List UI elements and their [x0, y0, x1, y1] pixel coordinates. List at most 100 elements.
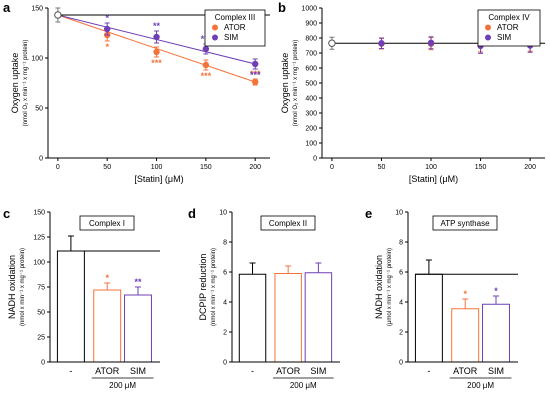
x-category-label: SIM [130, 366, 146, 376]
concentration-label: 200 μM [467, 381, 494, 390]
y-tick-label: 100 [305, 141, 317, 148]
legend-marker [212, 24, 218, 31]
y-tick-label: 25 [37, 335, 45, 342]
legend-entry: ATOR [224, 23, 246, 32]
significance-star: *** [250, 69, 261, 79]
y-axis-subtitle: (μmol x min⁻¹ x mg⁻¹ protein) [387, 248, 393, 326]
bar [414, 273, 443, 363]
panel-d: d 0 2 4 6 8 10 DCPIP reduction (nmol x min⁻¹ x m… [188, 206, 340, 390]
concentration-label: 200 μM [290, 381, 317, 390]
x-category-label: - [427, 366, 430, 376]
x-tick-label: 200 [524, 164, 536, 171]
significance-star: * [105, 273, 109, 283]
legend-title: Complex I [89, 219, 125, 228]
y-tick-label: 100 [33, 260, 45, 267]
y-axis-subtitle: (nmol x min⁻¹ x mg⁻¹ protein) [20, 248, 26, 326]
y-tick-label: 8 [399, 240, 403, 247]
x-tick-label: 50 [378, 164, 386, 171]
y-tick-label: 900 [305, 21, 317, 28]
legend-title: Complex II [269, 219, 307, 228]
y-tick-label: 400 [305, 96, 317, 103]
legend-title: ATP synthase [440, 219, 490, 228]
x-category-label: ATOR [95, 366, 120, 376]
y-tick-label: 50 [37, 310, 45, 317]
legend-box [79, 215, 135, 231]
x-category-label: ATOR [276, 366, 301, 376]
panel-e: e 0 2 4 6 8 10 NADH oxidation (μmol x min⁻¹ x mg… [365, 206, 518, 390]
x-tick-label: 150 [200, 164, 212, 171]
y-tick-label: 700 [305, 51, 317, 58]
y-tick-label: 0 [399, 360, 403, 367]
data-point [153, 33, 160, 41]
y-tick-label: 4 [223, 300, 227, 307]
legend-box [260, 215, 316, 231]
x-category-label: - [69, 366, 72, 376]
legend-box [432, 215, 498, 231]
significance-star: *** [250, 70, 261, 80]
panel-letter: c [3, 206, 10, 221]
legend-marker [485, 24, 491, 31]
y-tick-label: 8 [223, 240, 227, 247]
y-tick-label: 6 [223, 270, 227, 277]
y-tick-label: 200 [305, 126, 317, 133]
y-tick-label: 10 [219, 210, 227, 217]
y-axis-title: Oxygen uptake [10, 53, 20, 114]
significance-star: ** [153, 21, 161, 31]
y-tick-label: 800 [305, 36, 317, 43]
data-point [378, 40, 385, 47]
y-tick-label: 0 [313, 156, 317, 163]
y-tick-label: 150 [31, 6, 43, 13]
panel-letter: a [3, 0, 11, 15]
bar [274, 273, 302, 363]
panel-b: b 0 50 100 150 200 [Statin] (μM) 0 100 200 300 400 5… [278, 0, 545, 184]
significance-star: ** [134, 277, 142, 287]
x-category-label: SIM [488, 366, 504, 376]
x-tick-label: 0 [56, 164, 60, 171]
y-tick-label: 6 [399, 270, 403, 277]
control-point [54, 11, 62, 19]
panel-letter: d [188, 206, 196, 221]
y-axis-title: Oxygen uptake [280, 53, 290, 114]
data-point [427, 39, 435, 46]
y-axis-title: NADH oxidation [7, 255, 17, 319]
y-tick-label: 125 [33, 235, 45, 242]
bar [304, 272, 333, 363]
y-axis-subtitle: (nmol O₂ x min⁻¹ x mg⁻¹ protein) [293, 40, 299, 127]
y-axis-title: DCPIP reduction [198, 254, 208, 321]
y-tick-label: 75 [37, 285, 45, 292]
x-tick-label: 200 [249, 164, 261, 171]
data-point [252, 78, 259, 86]
legend-marker [485, 34, 491, 41]
panel-a: a 0 50 100 150 200 [Statin] (μM) 0 50 100 150 Oxyge… [3, 0, 270, 184]
significance-star: *** [201, 71, 212, 81]
y-tick-label: 600 [305, 66, 317, 73]
y-tick-label: 2 [223, 330, 227, 337]
y-tick-label: 4 [399, 300, 403, 307]
y-tick-label: 10 [395, 210, 403, 217]
x-tick-label: 0 [330, 164, 334, 171]
bar [124, 294, 152, 363]
panel-c: c 0 25 50 75 100 125 150 NADH oxidation (nmol x m… [3, 206, 160, 390]
y-tick-label: 300 [305, 111, 317, 118]
legend-entry: SIM [224, 33, 239, 42]
data-point [153, 48, 160, 56]
significance-star: * [105, 42, 109, 52]
x-axis-title: [Statin] (μM) [409, 174, 458, 184]
x-tick-label: 100 [151, 164, 163, 171]
x-tick-label: 100 [425, 164, 437, 171]
bar [56, 250, 85, 363]
bar [93, 289, 122, 363]
significance-star: * [463, 289, 467, 299]
legend-title: Complex IV [488, 13, 530, 22]
x-category-label: - [251, 366, 254, 376]
significance-star: * [105, 13, 109, 23]
concentration-label: 200 μM [109, 381, 136, 390]
control-point [328, 39, 336, 47]
data-point [252, 60, 259, 68]
y-tick-label: 100 [31, 56, 43, 63]
y-axis-subtitle: (nmol O₂ x min⁻¹ x mg⁻¹ protein) [23, 40, 29, 127]
data-point [104, 25, 111, 33]
y-tick-label: 50 [35, 106, 43, 113]
significance-star: *** [151, 58, 162, 68]
